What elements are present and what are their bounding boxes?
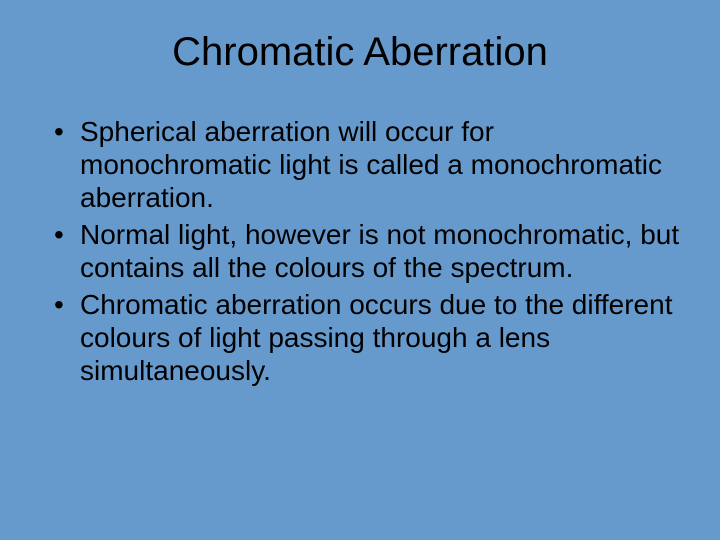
- bullet-list: Spherical aberration will occur for mono…: [50, 115, 680, 387]
- slide-title: Chromatic Aberration: [40, 30, 680, 75]
- list-item: Spherical aberration will occur for mono…: [50, 115, 680, 214]
- list-item: Chromatic aberration occurs due to the d…: [50, 288, 680, 387]
- list-item: Normal light, however is not monochromat…: [50, 218, 680, 284]
- slide: Chromatic Aberration Spherical aberratio…: [0, 0, 720, 540]
